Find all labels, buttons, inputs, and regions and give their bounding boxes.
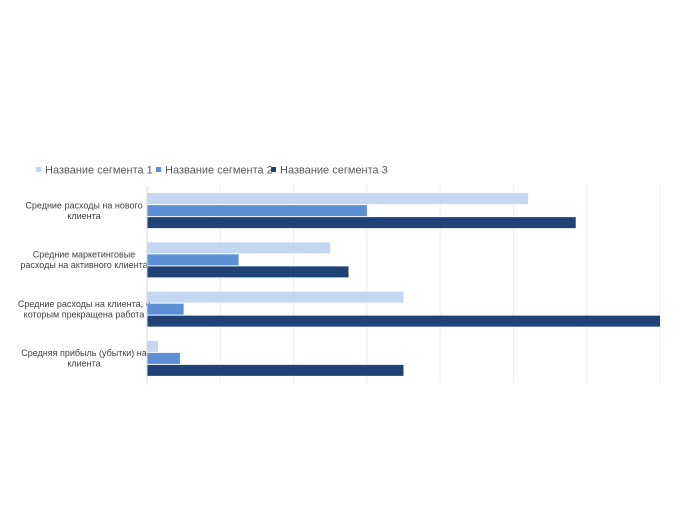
legend: Название сегмента 1 Название сегмента 2 На… xyxy=(36,165,388,177)
bar xyxy=(147,266,349,278)
bar xyxy=(147,242,331,254)
category-label: Средняя прибыль (убытки) на xyxy=(21,348,147,358)
legend-label: Название сегмента 1 xyxy=(45,165,153,177)
bar xyxy=(147,340,158,352)
legend-label: Название сегмента 2 xyxy=(165,165,273,177)
category-label: Средние расходы на клиента, с xyxy=(18,299,151,309)
category-labels: Средние расходы на новогоклиентаСредние … xyxy=(18,200,151,368)
category-label: которым прекращена работа xyxy=(24,309,145,319)
bar xyxy=(147,205,367,217)
bar xyxy=(147,254,239,266)
bar xyxy=(147,315,660,327)
bars xyxy=(147,193,660,376)
legend-swatch xyxy=(156,167,161,172)
bar xyxy=(147,291,404,303)
legend-label: Название сегмента 3 xyxy=(280,165,388,177)
bar xyxy=(147,303,184,315)
category-label: Средние маркетинговые xyxy=(33,250,135,260)
legend-swatch xyxy=(36,167,41,172)
category-label: Средние расходы на нового xyxy=(25,200,142,210)
category-label: клиента xyxy=(67,359,100,369)
bar xyxy=(147,193,529,205)
bar xyxy=(147,217,576,229)
bar xyxy=(147,364,404,376)
category-label: расходы на активного клиента xyxy=(20,260,147,270)
bar xyxy=(147,352,180,364)
category-label: клиента xyxy=(67,211,100,221)
legend-swatch xyxy=(271,167,276,172)
